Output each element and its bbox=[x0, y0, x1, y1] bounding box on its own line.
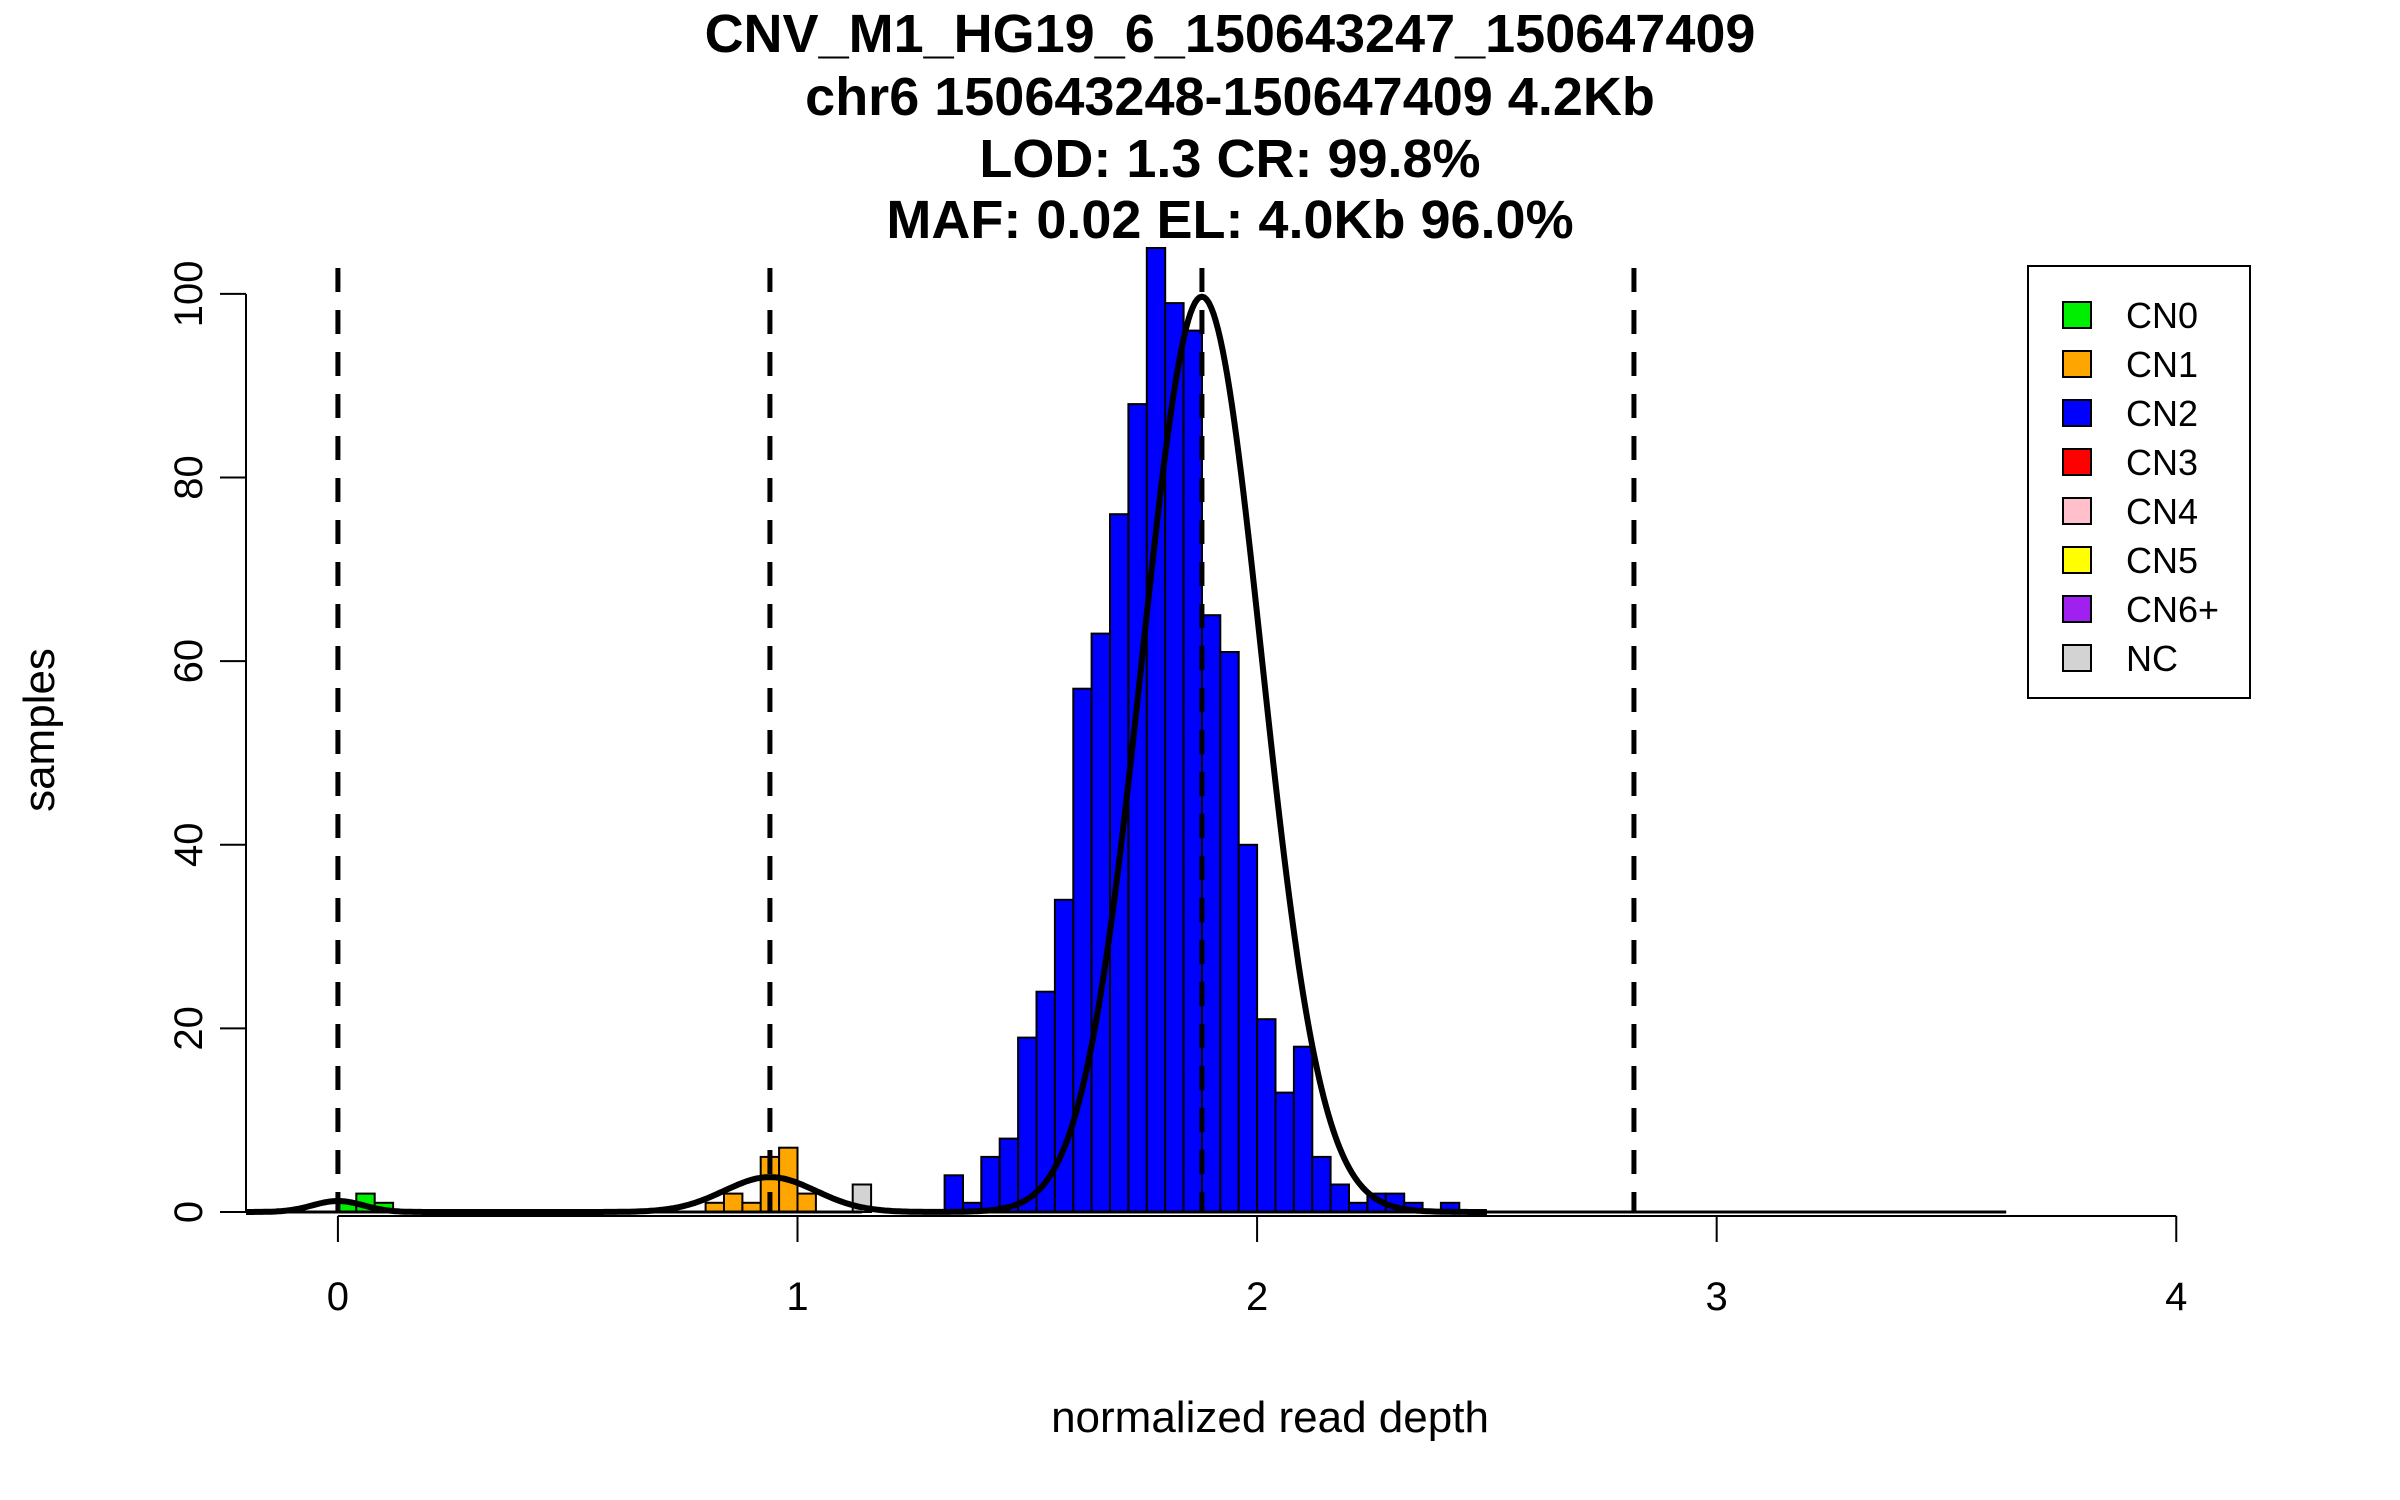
legend-swatch bbox=[2062, 644, 2092, 672]
y-tick-label: 100 bbox=[167, 261, 211, 328]
legend-swatch bbox=[2062, 350, 2092, 378]
histogram-bar bbox=[1145, 247, 1167, 1213]
legend-box bbox=[2027, 265, 2251, 699]
x-tick-label: 0 bbox=[327, 1275, 349, 1319]
mixture-fit-curve bbox=[246, 293, 1487, 1215]
legend-label: CN1 bbox=[2126, 344, 2198, 385]
legend: CN0 CN1 CN2 CN3 CN4 CN5 CN6+ NC bbox=[2027, 265, 2251, 699]
x-tick-label: 4 bbox=[2165, 1275, 2187, 1319]
x-tick-label: 2 bbox=[1246, 1275, 1268, 1319]
histogram-bar bbox=[1127, 403, 1148, 1214]
x-tick-label: 1 bbox=[786, 1275, 808, 1319]
x-axis-label: normalized read depth bbox=[1051, 1393, 1489, 1442]
legend-swatch bbox=[2062, 497, 2092, 525]
histogram-bar bbox=[1072, 687, 1093, 1213]
histogram-bar bbox=[980, 1155, 1001, 1214]
histogram-bar bbox=[1200, 614, 1222, 1213]
histogram-bar bbox=[1219, 651, 1240, 1213]
histogram-bar bbox=[1182, 329, 1203, 1214]
histogram-bar bbox=[1017, 1036, 1038, 1213]
y-tick-label: 0 bbox=[167, 1201, 211, 1223]
copy-number-lines bbox=[335, 268, 1637, 1212]
histogram-bar bbox=[1090, 632, 1111, 1213]
y-axis-label: samples bbox=[15, 648, 64, 812]
histogram-bar bbox=[998, 1137, 1020, 1213]
histogram-bar bbox=[1237, 843, 1259, 1213]
legend-swatch bbox=[2062, 301, 2092, 329]
legend-label: NC bbox=[2126, 638, 2178, 679]
chart-title: CNV_M1_HG19_6_150643247_150647409 chr6 1… bbox=[705, 4, 1756, 250]
legend-swatch bbox=[2062, 595, 2092, 623]
y-tick-label: 40 bbox=[167, 823, 211, 868]
legend-label: CN0 bbox=[2126, 295, 2198, 336]
histogram-bar bbox=[1329, 1183, 1350, 1213]
legend-label: CN5 bbox=[2126, 540, 2198, 581]
histogram-bars bbox=[336, 247, 1461, 1214]
histogram-bar bbox=[1274, 1091, 1295, 1213]
histogram-bar bbox=[1311, 1155, 1332, 1214]
y-tick-label: 60 bbox=[167, 639, 211, 684]
x-tick-label: 3 bbox=[1706, 1275, 1728, 1319]
legend-label: CN6+ bbox=[2126, 589, 2219, 630]
title-line-3: LOD: 1.3 CR: 99.8% bbox=[979, 129, 1480, 189]
histogram-bar bbox=[1292, 1045, 1314, 1213]
legend-label: CN4 bbox=[2126, 491, 2198, 532]
legend-label: CN2 bbox=[2126, 393, 2198, 434]
histogram-bar bbox=[723, 1192, 744, 1213]
histogram-bar bbox=[1256, 1018, 1277, 1214]
legend-swatch bbox=[2062, 448, 2092, 476]
histogram-bar bbox=[796, 1192, 817, 1213]
histogram-bar bbox=[943, 1174, 964, 1214]
y-tick-label: 20 bbox=[167, 1006, 211, 1051]
legend-swatch bbox=[2062, 546, 2092, 574]
title-line-1: CNV_M1_HG19_6_150643247_150647409 bbox=[705, 4, 1756, 64]
title-line-4: MAF: 0.02 EL: 4.0Kb 96.0% bbox=[886, 190, 1573, 250]
legend-swatch bbox=[2062, 399, 2092, 427]
legend-label: CN3 bbox=[2126, 442, 2198, 483]
y-tick-label: 80 bbox=[167, 455, 211, 500]
title-line-2: chr6 150643248-150647409 4.2Kb bbox=[805, 67, 1655, 127]
